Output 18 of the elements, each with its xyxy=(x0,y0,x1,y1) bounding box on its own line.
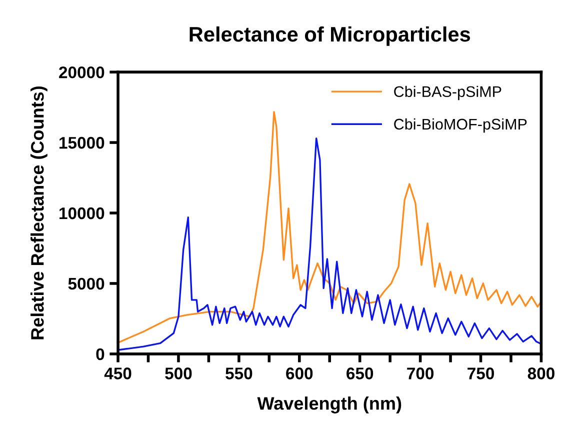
chart-title: Relectance of Microparticles xyxy=(190,26,470,46)
y-tick-label: 20000 xyxy=(59,66,104,78)
x-tick-label: 550 xyxy=(226,368,252,380)
x-tick-label: 800 xyxy=(528,368,554,380)
x-tick-label: 750 xyxy=(468,368,494,380)
y-tick-label: 5000 xyxy=(68,278,104,290)
y-axis-title: Relative Reflectance (Counts) xyxy=(30,86,48,340)
x-axis-title: Wavelength (nm) xyxy=(257,396,402,414)
y-tick-label: 15000 xyxy=(60,136,104,149)
x-tick-label: 700 xyxy=(407,368,434,380)
y-tick-label: 0 xyxy=(96,348,104,360)
x-tick-label: 500 xyxy=(165,368,192,380)
x-tick-label: 600 xyxy=(286,368,313,380)
y-tick-label: 10000 xyxy=(60,207,104,220)
x-tick-label: 450 xyxy=(104,368,132,380)
legend-label: Cbi-BAS-pSiMP xyxy=(394,86,502,100)
legend-label: Cbi-BioMOF-pSiMP xyxy=(394,118,527,133)
x-tick-label: 650 xyxy=(346,368,374,380)
